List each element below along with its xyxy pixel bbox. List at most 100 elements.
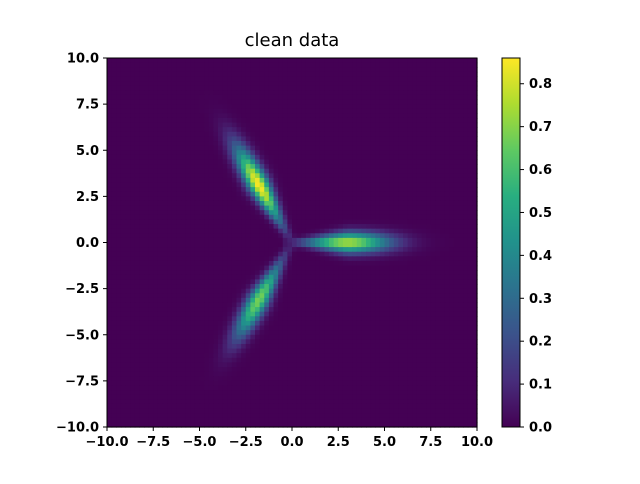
heatmap-cell [342,288,349,294]
heatmap-cell [167,270,173,276]
heatmap-cell [389,237,395,244]
heatmap-cell [361,99,367,105]
heatmap-cell [426,164,432,170]
heatmap-cell [268,330,275,336]
heatmap-cell [268,210,275,216]
heatmap-cell [370,81,376,87]
heatmap-cell [120,71,127,78]
heatmap-cell [176,58,182,64]
heatmap-cell [403,334,409,340]
heatmap-cell [379,90,386,96]
heatmap-cell [449,256,455,262]
heatmap-cell [227,293,233,299]
heatmap-cell [134,159,140,165]
heatmap-cell [444,242,450,248]
heatmap-cell [463,288,469,294]
heatmap-cell [407,297,413,304]
heatmap-cell [472,94,478,101]
heatmap-cell [287,187,293,193]
heatmap-cell [227,81,233,87]
heatmap-cell [227,187,233,193]
heatmap-cell [139,131,145,138]
heatmap-cell [287,141,293,147]
heatmap-cell [342,224,349,230]
heatmap-cell [356,159,362,165]
heatmap-cell [259,168,265,174]
heatmap-cell [111,302,117,308]
heatmap-cell [403,270,409,276]
heatmap-cell [389,270,395,276]
heatmap-cell [236,256,242,262]
heatmap-cell [171,136,177,142]
heatmap-cell [111,237,117,244]
heatmap-cell [231,330,238,336]
heatmap-cell [268,136,275,142]
heatmap-cell [338,136,344,142]
heatmap-cell [412,210,418,216]
heatmap-cell [370,302,376,308]
heatmap-cell [342,58,349,64]
heatmap-cell [268,182,275,188]
heatmap-cell [403,145,409,151]
heatmap-cell [407,339,413,345]
heatmap-cell [366,330,372,336]
heatmap-cell [185,330,191,336]
heatmap-cell [130,302,136,308]
heatmap-cell [338,58,344,64]
heatmap-cell [301,62,307,68]
heatmap-cell [227,274,233,280]
heatmap-cell [120,159,127,165]
heatmap-cell [153,242,159,248]
heatmap-cell [204,182,210,188]
heatmap-cell [259,99,265,105]
heatmap-cell [379,330,386,336]
heatmap-cell [259,247,265,253]
heatmap-cell [324,191,330,197]
heatmap-cell [440,108,446,114]
heatmap-cell [282,242,288,248]
heatmap-cell [255,58,261,64]
heatmap-cell [231,334,238,340]
heatmap-cell [139,293,145,299]
heatmap-cell [255,131,261,138]
heatmap-cell [310,71,316,78]
heatmap-cell [157,279,164,285]
heatmap-cell [144,136,150,142]
heatmap-cell [190,90,196,96]
heatmap-cell [352,94,358,101]
heatmap-cell [134,164,140,170]
heatmap-cell [310,177,316,184]
heatmap-cell [176,191,182,197]
heatmap-cell [190,159,196,165]
heatmap-cell [157,330,164,336]
heatmap-cell [426,159,432,165]
heatmap-cell [398,145,404,151]
heatmap-cell [467,237,473,244]
heatmap-cell [421,94,427,101]
heatmap-cell [255,62,261,68]
heatmap-cell [319,141,325,147]
heatmap-cell [130,270,136,276]
heatmap-cell [366,113,372,119]
heatmap-cell [107,200,113,207]
heatmap-cell [287,173,293,179]
heatmap-cell [467,136,473,142]
heatmap-cell [157,104,164,110]
heatmap-cell [329,62,335,68]
heatmap-cell [389,104,395,110]
heatmap-cell [125,108,131,114]
heatmap-cell [194,117,201,124]
heatmap-cell [305,168,312,174]
heatmap-cell [278,191,284,197]
heatmap-cell [268,334,275,340]
heatmap-cell [463,136,469,142]
heatmap-cell [444,141,450,147]
heatmap-cell [393,330,399,336]
heatmap-cell [338,200,344,207]
heatmap-cell [472,284,478,290]
heatmap-cell [116,154,122,161]
heatmap-cell [222,90,228,96]
heatmap-cell [134,104,140,110]
heatmap-cell [125,191,131,197]
heatmap-cell [157,81,164,87]
